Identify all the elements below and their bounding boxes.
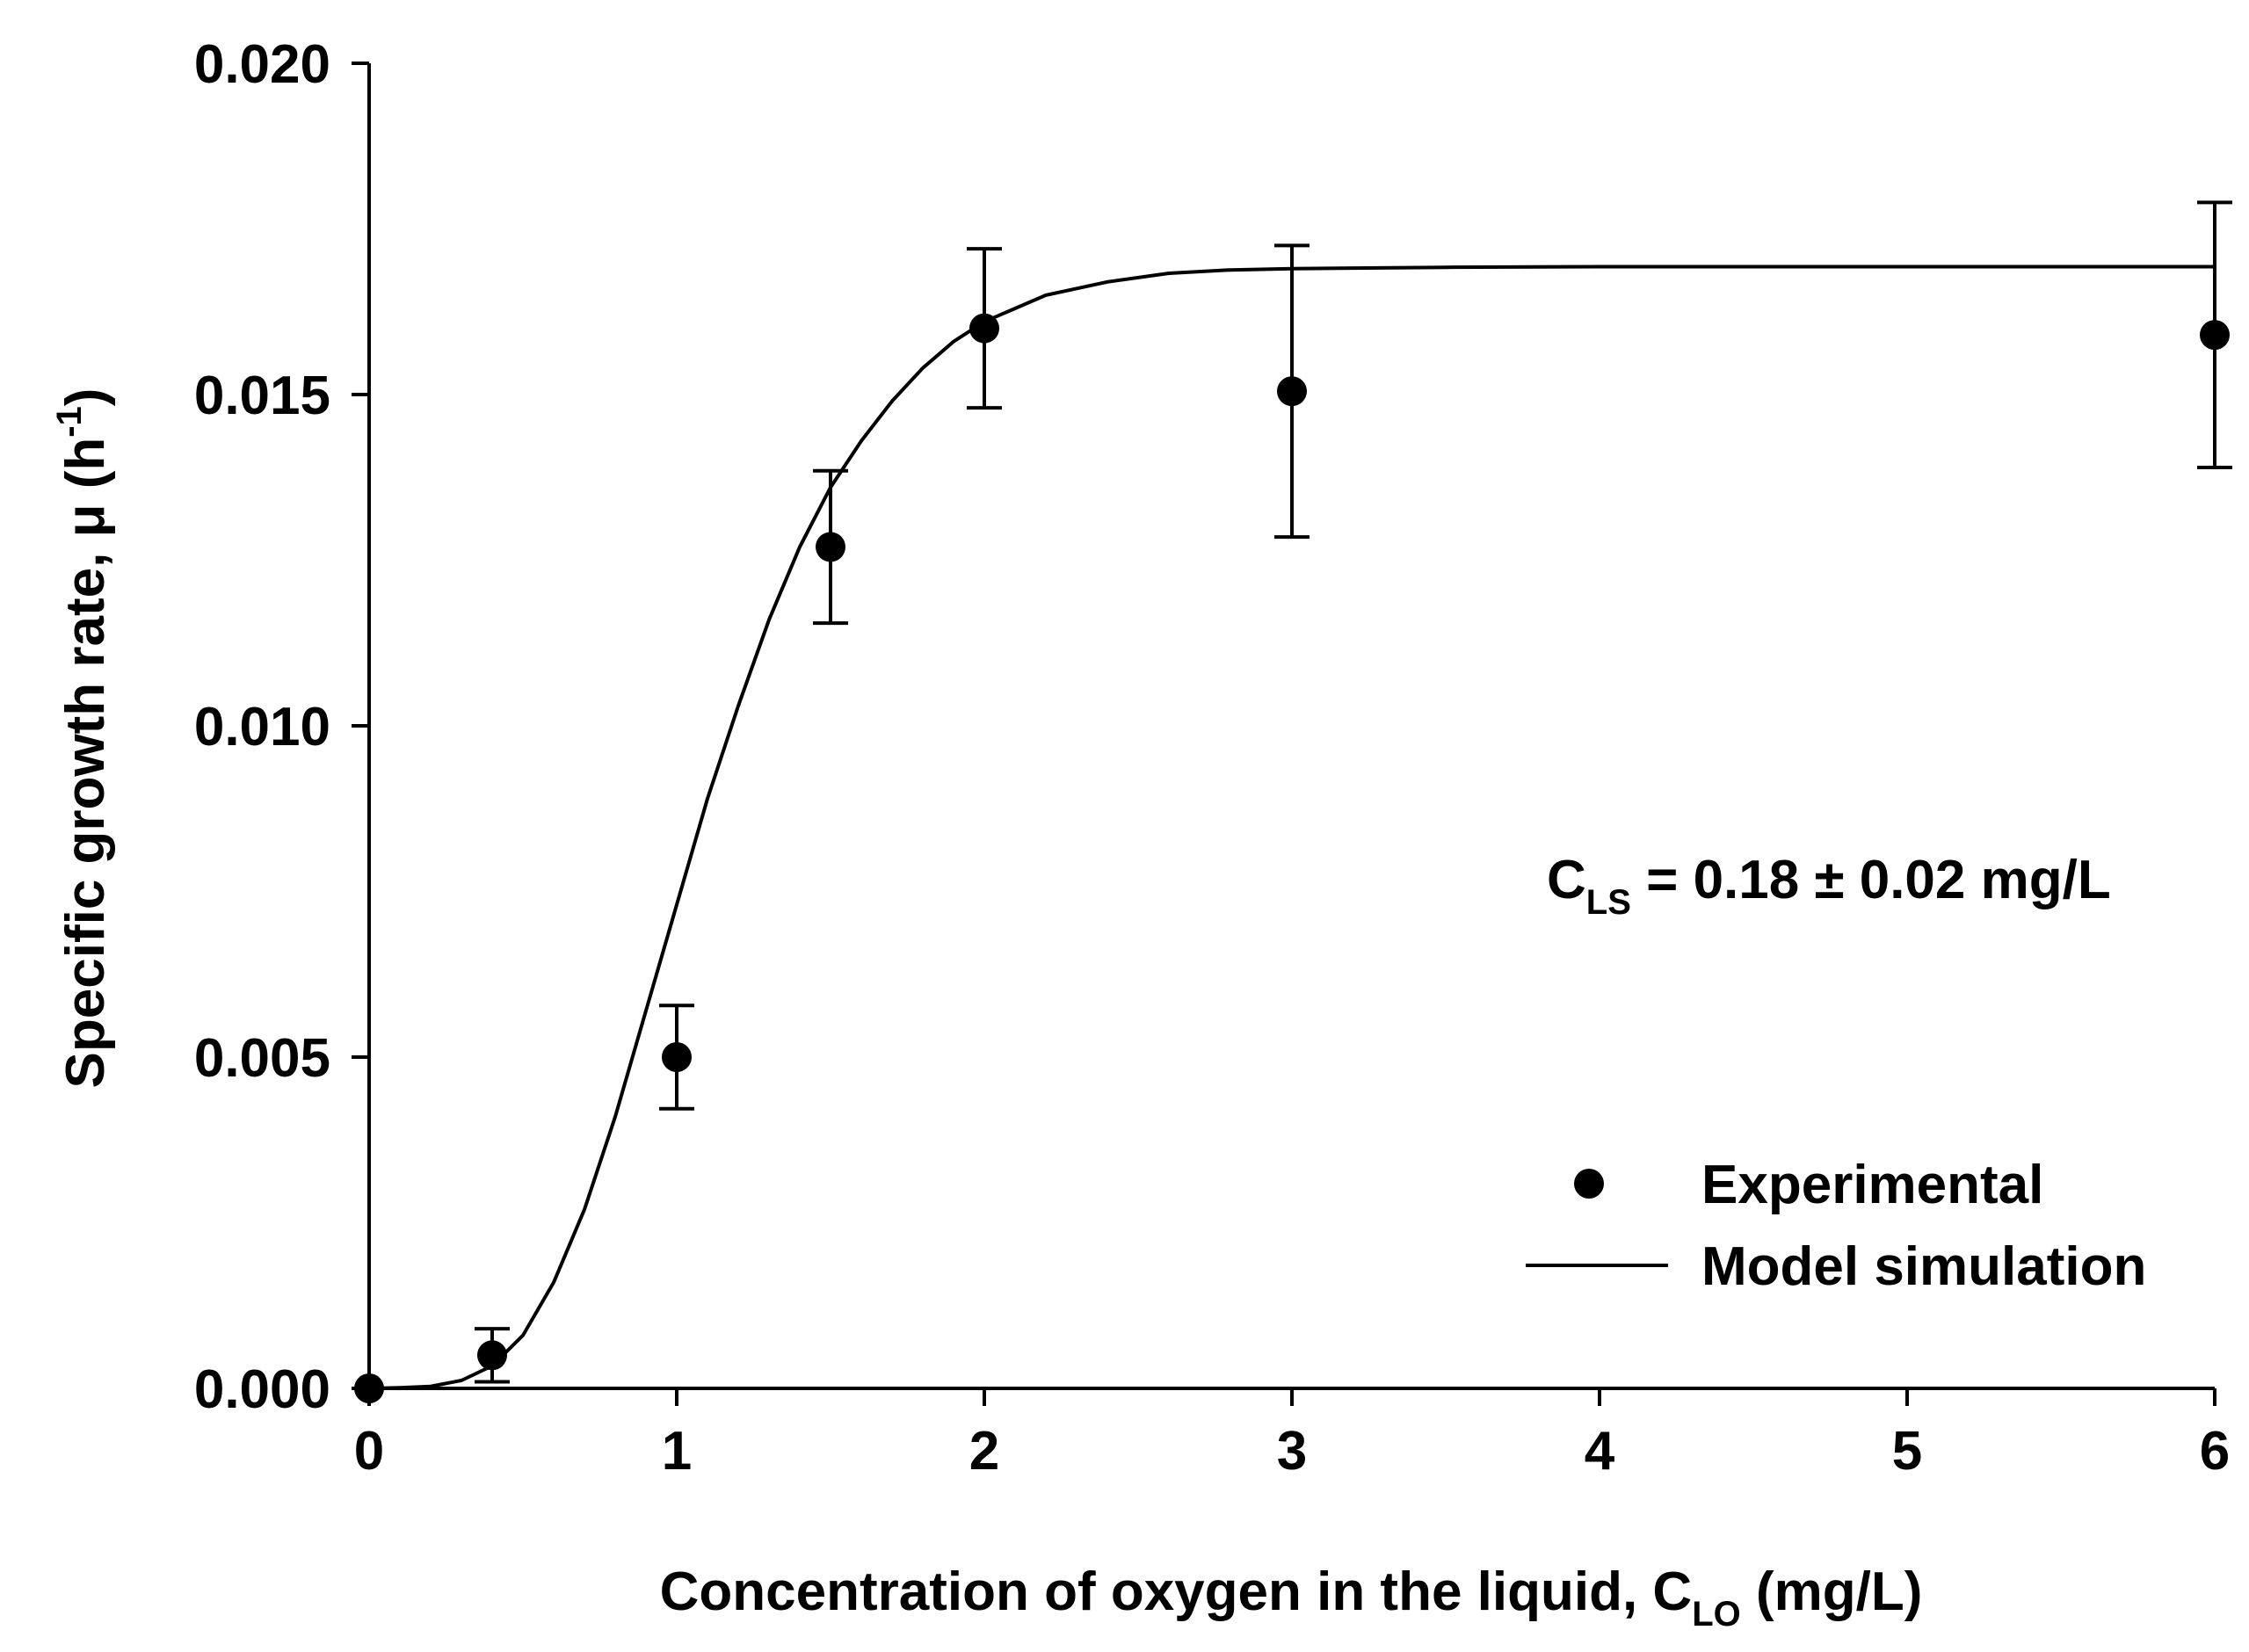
y-tick-label: 0.010 (194, 697, 330, 757)
x-tick-label: 2 (969, 1421, 999, 1482)
annotation-text: = 0.18 ± 0.02 mg/L (1631, 850, 2111, 910)
y-tick-label: 0.000 (194, 1359, 330, 1420)
x-axis-title-subscript: LO (1692, 1595, 1741, 1634)
x-tick-label: 5 (1892, 1421, 1922, 1482)
y-tick-label: 0.020 (194, 34, 330, 95)
x-tick-label: 1 (662, 1421, 692, 1482)
legend: Experimental Model simulation (1526, 1155, 2146, 1297)
y-axis-title-superscript: -1 (50, 406, 89, 438)
y-axis-title-suffix: ) (55, 388, 116, 407)
x-axis-title: Concentration of oxygen in the liquid, C… (660, 1561, 1923, 1634)
x-ticks: 0 1 2 3 4 5 6 (354, 1388, 2230, 1482)
axes: 0 1 2 3 4 5 6 0.000 0.005 0.010 0.015 0.020 (194, 34, 2230, 1482)
x-tick-label: 0 (354, 1421, 384, 1482)
y-axis-title: Specific growth rate, μ (h-1) (50, 388, 116, 1089)
annotation-prefix: C (1547, 850, 1586, 910)
annotation-subscript: LS (1586, 883, 1631, 922)
y-ticks: 0.000 0.005 0.010 0.015 0.020 (194, 34, 369, 1420)
x-axis-title-main: Concentration of oxygen in the liquid, C (660, 1561, 1693, 1622)
model-simulation-line (368, 264, 2215, 1390)
y-axis-title-main: Specific growth rate, μ (h (55, 438, 116, 1089)
legend-label-experimental: Experimental (1701, 1155, 2043, 1215)
x-tick-label: 3 (1277, 1421, 1307, 1482)
data-point (662, 1042, 692, 1072)
y-tick-label: 0.015 (194, 366, 330, 426)
data-point (2200, 320, 2230, 351)
data-point (477, 1340, 507, 1371)
data-point (1277, 376, 1307, 407)
x-tick-label: 4 (1585, 1421, 1615, 1482)
experimental-series (354, 200, 2232, 1403)
x-axis-title-suffix: (mg/L) (1741, 1561, 1923, 1622)
model-simulation-series (368, 264, 2215, 1390)
x-tick-label: 6 (2200, 1421, 2230, 1482)
data-point (969, 313, 999, 344)
legend-label-model: Model simulation (1701, 1236, 2146, 1297)
annotation-cls: CLS = 0.18 ± 0.02 mg/L (1547, 850, 2111, 922)
data-point (354, 1373, 384, 1403)
data-point (816, 532, 845, 562)
legend-marker-experimental (1574, 1169, 1604, 1199)
y-tick-label: 0.005 (194, 1028, 330, 1089)
